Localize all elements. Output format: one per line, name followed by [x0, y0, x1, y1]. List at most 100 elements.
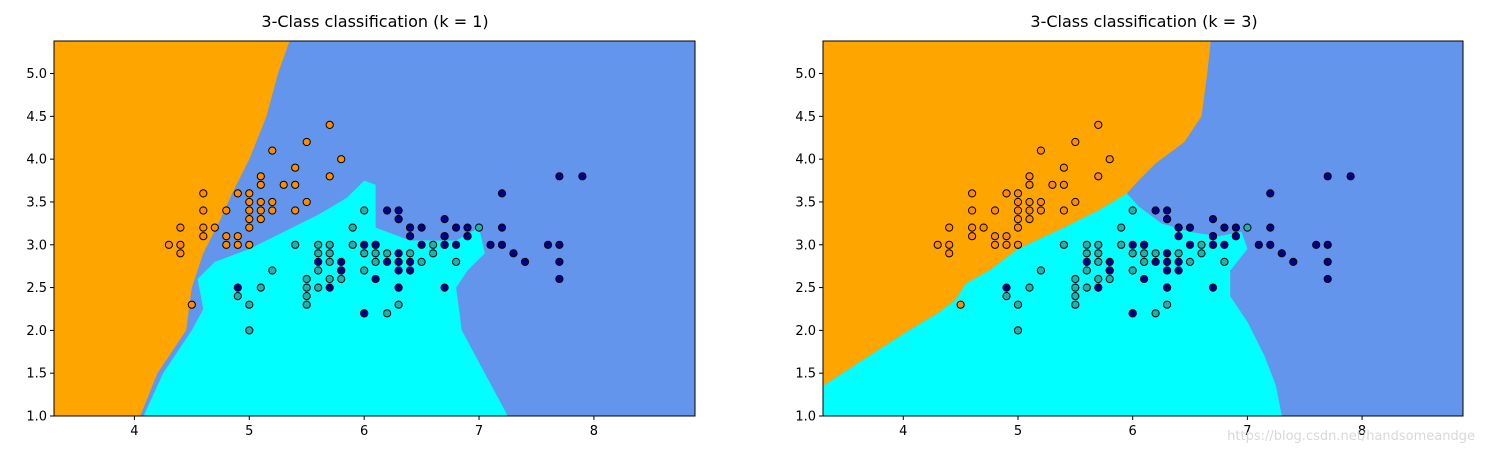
data-point [968, 223, 977, 232]
data-point [1036, 206, 1046, 215]
data-point [1094, 257, 1103, 266]
data-point [314, 249, 323, 258]
data-point [348, 223, 357, 232]
data-point [371, 249, 380, 258]
data-point [371, 257, 380, 266]
data-point [1208, 232, 1218, 241]
data-point [233, 232, 242, 241]
data-point [1071, 274, 1080, 284]
data-point [406, 257, 415, 266]
data-point [1208, 215, 1218, 224]
data-point [1025, 215, 1034, 224]
data-point [1094, 274, 1103, 284]
data-point [1231, 223, 1241, 232]
data-point [199, 223, 208, 232]
data-point [440, 240, 449, 249]
y-tick-label: 3.0 [26, 238, 47, 253]
data-point [291, 163, 300, 172]
data-point [1128, 309, 1137, 318]
data-point [176, 249, 185, 258]
data-point [945, 223, 954, 232]
data-point [199, 206, 208, 215]
data-point [1208, 240, 1218, 249]
data-point [1323, 240, 1332, 249]
x-tick-label: 4 [130, 424, 138, 439]
x-tick-label: 7 [1243, 424, 1251, 439]
data-point [291, 206, 300, 215]
data-point [302, 274, 311, 284]
data-point [968, 206, 977, 215]
data-point [371, 240, 380, 249]
data-point [1128, 266, 1137, 275]
data-point [1151, 206, 1160, 215]
data-point [256, 206, 265, 215]
data-point [1071, 283, 1080, 292]
data-point [291, 240, 300, 249]
data-point [360, 266, 369, 275]
data-point [1094, 249, 1103, 258]
data-point [245, 240, 254, 249]
data-point [1013, 326, 1023, 335]
data-point [956, 300, 965, 309]
data-point [520, 257, 530, 266]
data-point [1071, 292, 1080, 301]
data-point [417, 223, 426, 232]
data-point [1323, 172, 1332, 181]
data-point [394, 215, 403, 224]
data-point [1094, 240, 1103, 249]
data-point [1231, 232, 1241, 241]
data-point [245, 206, 254, 215]
data-point [1163, 283, 1172, 292]
data-point [555, 172, 564, 181]
x-tick-label: 6 [360, 424, 368, 439]
decision-region-orange [54, 41, 290, 416]
axes-frame [822, 40, 1464, 417]
data-point [325, 120, 334, 130]
y-tick-label: 1.5 [26, 367, 47, 382]
data-point [1036, 266, 1046, 275]
data-point [256, 215, 265, 224]
data-point [383, 309, 392, 318]
data-point [337, 266, 346, 275]
data-point [1163, 249, 1172, 258]
y-tick-label: 3.5 [26, 195, 47, 210]
data-point [1163, 206, 1172, 215]
y-tick-label: 3.5 [795, 195, 816, 210]
data-point [1140, 240, 1149, 249]
data-point [222, 240, 231, 249]
data-point [245, 326, 254, 335]
data-point [383, 206, 392, 215]
data-point [1036, 146, 1046, 155]
data-point [1059, 206, 1069, 215]
decision-region-cyan [143, 180, 508, 416]
data-point [1105, 155, 1114, 164]
y-tick-label: 4.0 [795, 153, 816, 168]
data-point [1013, 189, 1023, 198]
data-point [555, 274, 564, 284]
data-point [406, 249, 415, 258]
data-point [1002, 283, 1011, 292]
data-point [245, 300, 254, 309]
data-point [1013, 223, 1023, 232]
data-point [1105, 274, 1114, 284]
data-point [337, 257, 346, 266]
data-point [394, 257, 403, 266]
data-point [1346, 172, 1355, 181]
data-point [429, 240, 438, 249]
data-point [1140, 274, 1149, 284]
data-point [233, 240, 242, 249]
data-point [279, 180, 288, 189]
data-point [1185, 257, 1195, 266]
data-point [371, 274, 380, 284]
data-point [394, 206, 403, 215]
data-point [199, 232, 208, 241]
data-point [463, 232, 472, 241]
data-point [1082, 266, 1091, 275]
data-point [1094, 172, 1103, 181]
x-tick-label: 4 [899, 424, 907, 439]
data-point [1013, 206, 1023, 215]
y-tick-label: 2.0 [26, 324, 47, 339]
data-point [1059, 163, 1069, 172]
data-point [440, 215, 449, 224]
